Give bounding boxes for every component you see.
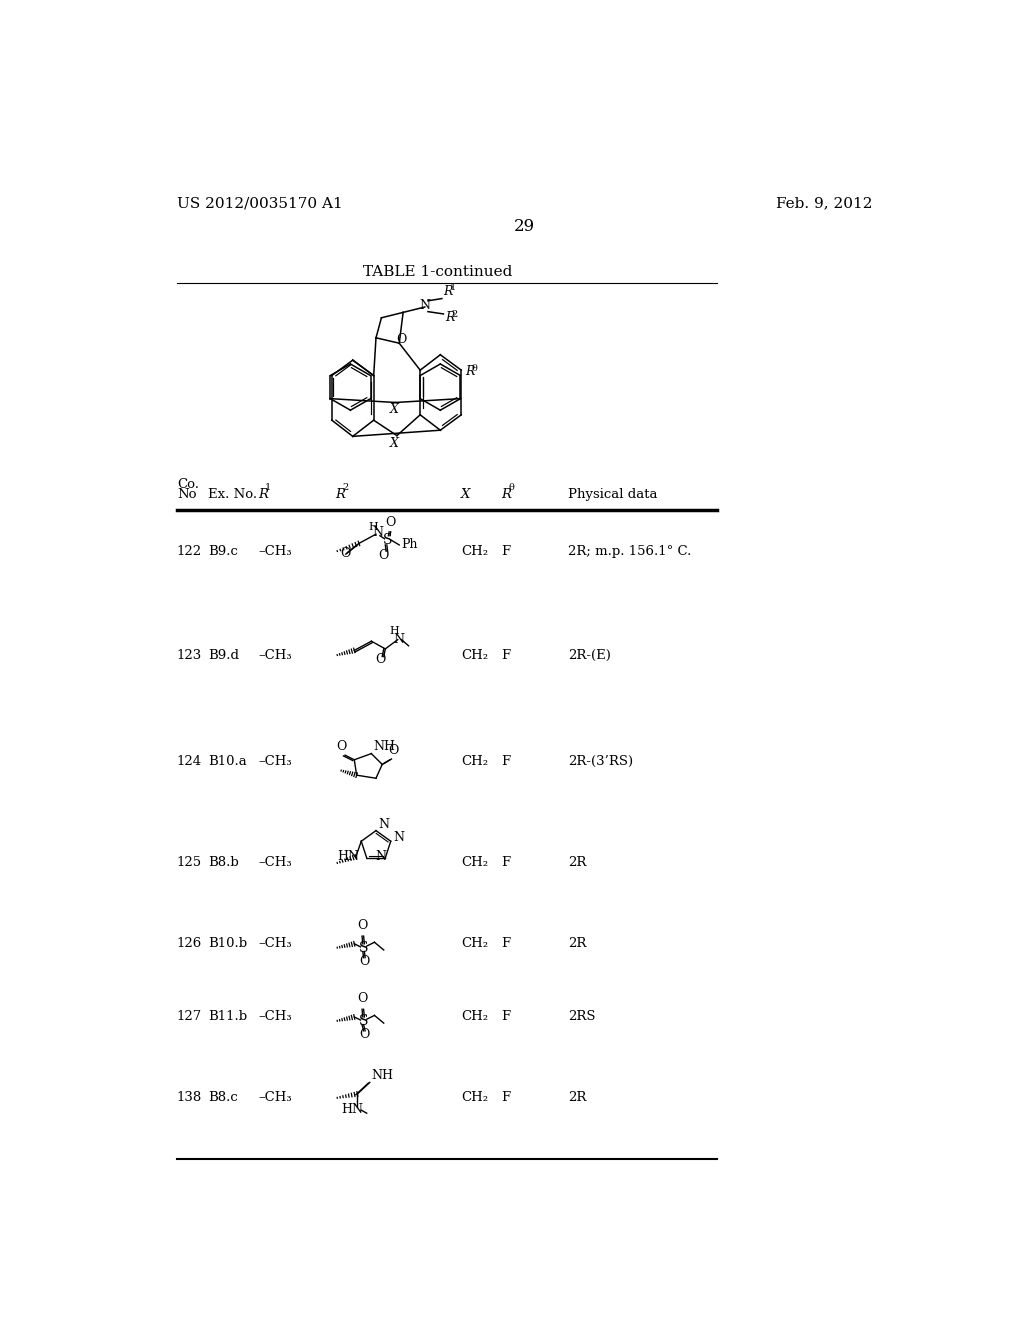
- Text: 2R; m.p. 156.1° C.: 2R; m.p. 156.1° C.: [568, 545, 691, 557]
- Text: CH₂: CH₂: [461, 648, 488, 661]
- Text: 2: 2: [452, 310, 458, 318]
- Text: –CH₃: –CH₃: [258, 937, 292, 950]
- Text: R: R: [258, 487, 268, 500]
- Text: N: N: [375, 850, 386, 863]
- Text: X: X: [389, 437, 398, 450]
- Text: F: F: [502, 648, 511, 661]
- Text: 122: 122: [177, 545, 202, 557]
- Text: 127: 127: [177, 1010, 202, 1023]
- Text: 2: 2: [343, 483, 349, 492]
- Text: B8.b: B8.b: [208, 857, 239, 870]
- Text: R: R: [443, 285, 453, 298]
- Text: NH: NH: [372, 1069, 393, 1082]
- Text: O: O: [386, 516, 396, 529]
- Text: O: O: [359, 954, 370, 968]
- Text: 124: 124: [177, 755, 202, 768]
- Text: CH₂: CH₂: [461, 1092, 488, 1105]
- Text: –CH₃: –CH₃: [258, 857, 292, 870]
- Text: H: H: [369, 521, 379, 532]
- Text: N: N: [419, 298, 430, 312]
- Text: B8.c: B8.c: [208, 1092, 238, 1105]
- Text: 125: 125: [177, 857, 202, 870]
- Text: F: F: [502, 755, 511, 768]
- Text: Co.: Co.: [177, 478, 199, 491]
- Text: N: N: [372, 525, 383, 539]
- Text: B10.a: B10.a: [208, 755, 247, 768]
- Text: θ: θ: [471, 364, 477, 374]
- Text: 138: 138: [177, 1092, 202, 1105]
- Text: CH₂: CH₂: [461, 1010, 488, 1023]
- Text: F: F: [502, 545, 511, 557]
- Text: O: O: [357, 993, 368, 1006]
- Text: CH₂: CH₂: [461, 545, 488, 557]
- Text: 1: 1: [265, 483, 271, 492]
- Text: 1: 1: [450, 284, 456, 293]
- Text: CH₂: CH₂: [461, 857, 488, 870]
- Text: N: N: [393, 832, 404, 845]
- Text: O: O: [337, 739, 347, 752]
- Text: 29: 29: [514, 218, 536, 235]
- Text: CH₂: CH₂: [461, 755, 488, 768]
- Text: N: N: [394, 634, 404, 647]
- Text: NH: NH: [373, 739, 395, 752]
- Text: TABLE 1-continued: TABLE 1-continued: [364, 265, 513, 280]
- Text: O: O: [359, 1028, 370, 1040]
- Text: O: O: [396, 333, 407, 346]
- Text: R: R: [502, 487, 512, 500]
- Text: F: F: [502, 857, 511, 870]
- Text: S: S: [358, 1014, 369, 1028]
- Text: US 2012/0035170 A1: US 2012/0035170 A1: [177, 197, 343, 210]
- Text: B11.b: B11.b: [208, 1010, 247, 1023]
- Text: Ex. No.: Ex. No.: [208, 487, 257, 500]
- Text: R: R: [465, 366, 474, 379]
- Text: S: S: [383, 533, 392, 548]
- Text: –CH₃: –CH₃: [258, 1010, 292, 1023]
- Text: 2R: 2R: [568, 1092, 587, 1105]
- Text: Physical data: Physical data: [568, 487, 657, 500]
- Text: 2R: 2R: [568, 937, 587, 950]
- Text: X: X: [389, 403, 398, 416]
- Text: 2R-(3’RS): 2R-(3’RS): [568, 755, 633, 768]
- Text: 2R-(E): 2R-(E): [568, 648, 611, 661]
- Text: B9.c: B9.c: [208, 545, 238, 557]
- Text: O: O: [379, 549, 389, 562]
- Text: N: N: [378, 817, 389, 830]
- Text: R: R: [445, 312, 455, 325]
- Text: B9.d: B9.d: [208, 648, 239, 661]
- Text: Ph: Ph: [400, 539, 418, 552]
- Text: –CH₃: –CH₃: [258, 545, 292, 557]
- Text: X: X: [461, 487, 471, 500]
- Text: CH₂: CH₂: [461, 937, 488, 950]
- Text: S: S: [358, 941, 369, 954]
- Text: O: O: [340, 548, 350, 560]
- Text: 2RS: 2RS: [568, 1010, 596, 1023]
- Text: B10.b: B10.b: [208, 937, 247, 950]
- Text: O: O: [388, 744, 398, 758]
- Text: F: F: [502, 1010, 511, 1023]
- Text: Feb. 9, 2012: Feb. 9, 2012: [775, 197, 872, 210]
- Text: 126: 126: [177, 937, 202, 950]
- Text: F: F: [502, 1092, 511, 1105]
- Text: HN: HN: [337, 850, 359, 863]
- Text: 2R: 2R: [568, 857, 587, 870]
- Text: –CH₃: –CH₃: [258, 648, 292, 661]
- Text: No: No: [177, 487, 197, 500]
- Text: O: O: [357, 919, 368, 932]
- Text: F: F: [502, 937, 511, 950]
- Text: HN: HN: [342, 1104, 364, 1117]
- Text: H: H: [390, 626, 399, 636]
- Text: –CH₃: –CH₃: [258, 755, 292, 768]
- Text: O: O: [376, 653, 386, 665]
- Text: 123: 123: [177, 648, 202, 661]
- Text: –CH₃: –CH₃: [258, 1092, 292, 1105]
- Text: R: R: [336, 487, 346, 500]
- Text: θ: θ: [509, 483, 514, 492]
